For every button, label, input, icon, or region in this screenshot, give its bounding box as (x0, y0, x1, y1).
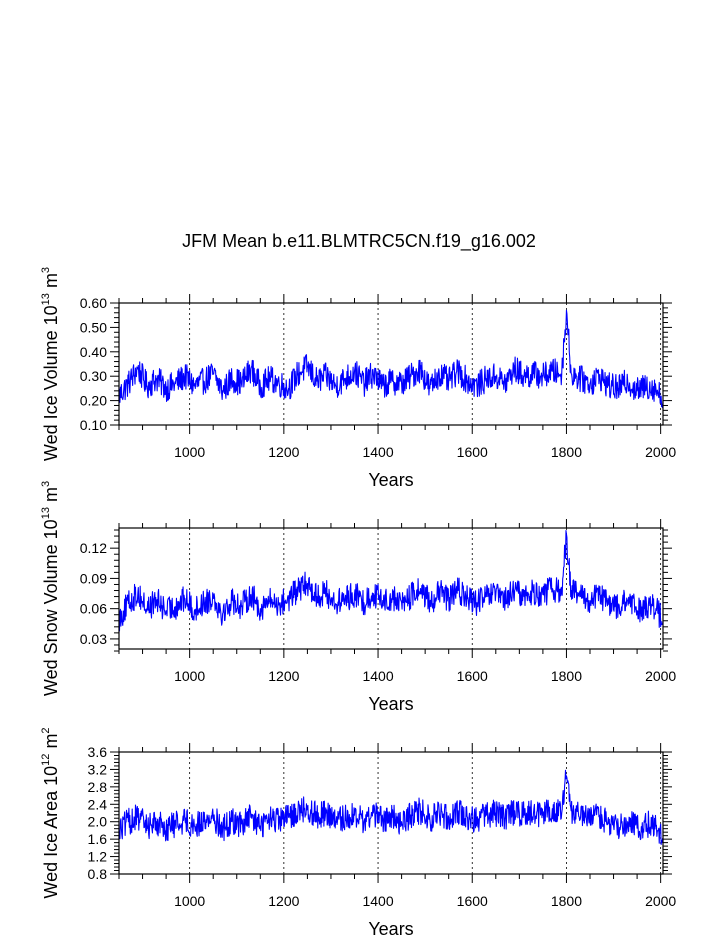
series-line (118, 309, 664, 409)
y-tick-label: 2.8 (88, 779, 108, 795)
y-tick-label: 0.30 (80, 368, 107, 384)
y-tick-label: 1.2 (88, 849, 108, 865)
x-tick-label: 1400 (362, 893, 393, 909)
y-axis-label: Wed Ice Volume 1013 m3 (40, 267, 61, 461)
x-tick-label: 1000 (174, 444, 205, 460)
y-tick-label: 0.8 (88, 866, 108, 882)
x-tick-label: 2000 (645, 444, 676, 460)
x-tick-label: 1200 (268, 444, 299, 460)
y-tick-label: 1.6 (88, 831, 108, 847)
y-axis-label: Wed Ice Area 1012 m2 (40, 727, 61, 898)
x-tick-label: 1600 (457, 893, 488, 909)
plot-frame (118, 302, 664, 426)
x-tick-label: 1000 (174, 893, 205, 909)
y-tick-label: 0.20 (80, 393, 107, 409)
y-tick-label: 0.10 (80, 417, 107, 433)
plot-frame (118, 527, 664, 650)
x-axis-label: Years (368, 694, 413, 714)
y-tick-label: 0.50 (80, 319, 107, 335)
y-tick-label: 0.60 (80, 295, 107, 311)
x-axis-label: Years (368, 919, 413, 935)
series-line (118, 530, 664, 632)
x-tick-label: 1200 (268, 668, 299, 684)
series-line (118, 769, 664, 845)
x-tick-label: 1000 (174, 668, 205, 684)
y-axis-label: Wed Snow Volume 1013 m3 (40, 481, 61, 696)
x-tick-label: 1800 (551, 668, 582, 684)
ice-area-panel: 1000 1200 1400 1600 1800 2000 0.81.2 1.62.0 2.42… (40, 727, 676, 935)
x-tick-label: 1600 (457, 444, 488, 460)
x-tick-label: 2000 (645, 893, 676, 909)
y-tick-label: 3.2 (88, 761, 108, 777)
y-tick-label: 0.09 (80, 570, 107, 586)
snow-volume-panel: 1000 1200 1400 1600 1800 2000 0.03 0.06 0.09 0.12… (40, 481, 676, 714)
y-tick-label: 0.40 (80, 344, 107, 360)
x-tick-label: 1600 (457, 668, 488, 684)
y-tick-label: 2.4 (88, 796, 108, 812)
ice-volume-panel: 1000 1200 1400 1600 1800 2000 0.10 0.20 0.30 0.40… (40, 267, 676, 490)
x-tick-label: 1200 (268, 893, 299, 909)
y-tick-label: 0.03 (80, 631, 107, 647)
x-tick-label: 2000 (645, 668, 676, 684)
x-tick-label: 1400 (362, 668, 393, 684)
x-tick-label: 1800 (551, 893, 582, 909)
y-tick-label: 0.06 (80, 601, 107, 617)
y-tick-label: 3.6 (88, 744, 108, 760)
plot-frame (118, 751, 664, 875)
x-tick-label: 1800 (551, 444, 582, 460)
y-tick-label: 2.0 (88, 814, 108, 830)
x-axis-label: Years (368, 470, 413, 490)
y-tick-label: 0.12 (80, 540, 107, 556)
figure-title: JFM Mean b.e11.BLMTRC5CN.f19_g16.002 (182, 231, 536, 252)
x-tick-label: 1400 (362, 444, 393, 460)
